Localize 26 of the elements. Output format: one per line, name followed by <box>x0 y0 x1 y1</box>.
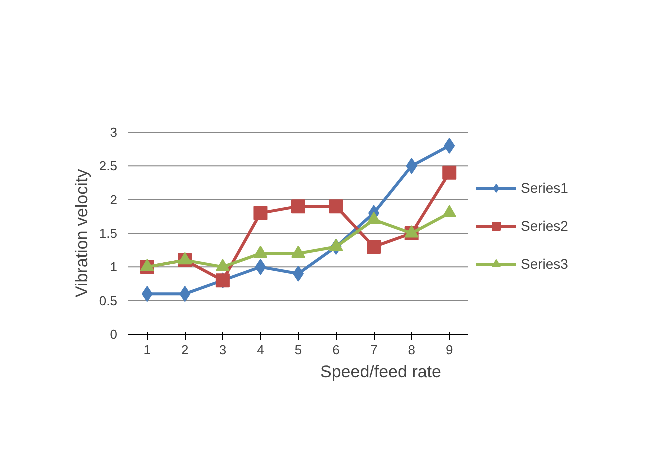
x-tick-label: 8 <box>408 342 416 358</box>
y-tick-label: 3 <box>110 125 118 140</box>
y-tick-label: 1 <box>110 260 118 275</box>
legend-label: Series3 <box>521 256 568 272</box>
point <box>329 200 344 214</box>
point <box>254 206 268 220</box>
y-axis-title: Vibration velocity <box>72 168 92 298</box>
x-tick-label: 2 <box>182 342 189 358</box>
x-tick-label: 4 <box>257 342 264 358</box>
legend-label: Series1 <box>521 180 568 196</box>
x-tick-label: 5 <box>294 342 302 358</box>
legend-label: Series2 <box>521 218 568 234</box>
x-axis-title: Speed/feed rate <box>320 362 442 382</box>
x-tick-label: 6 <box>332 342 340 358</box>
y-tick-label: 0 <box>110 327 118 342</box>
x-tick-label: 1 <box>144 342 152 358</box>
y-tick-label: 2.5 <box>99 158 118 174</box>
point <box>292 200 306 214</box>
x-tick-label: 9 <box>446 342 454 358</box>
y-tick-label: 2 <box>110 192 118 208</box>
x-tick-label: 3 <box>219 342 227 358</box>
y-tick-label: 0.5 <box>99 293 118 308</box>
point <box>442 166 457 180</box>
point <box>367 240 382 254</box>
y-tick-label: 1.5 <box>99 226 118 241</box>
x-tick-label: 7 <box>370 342 378 358</box>
